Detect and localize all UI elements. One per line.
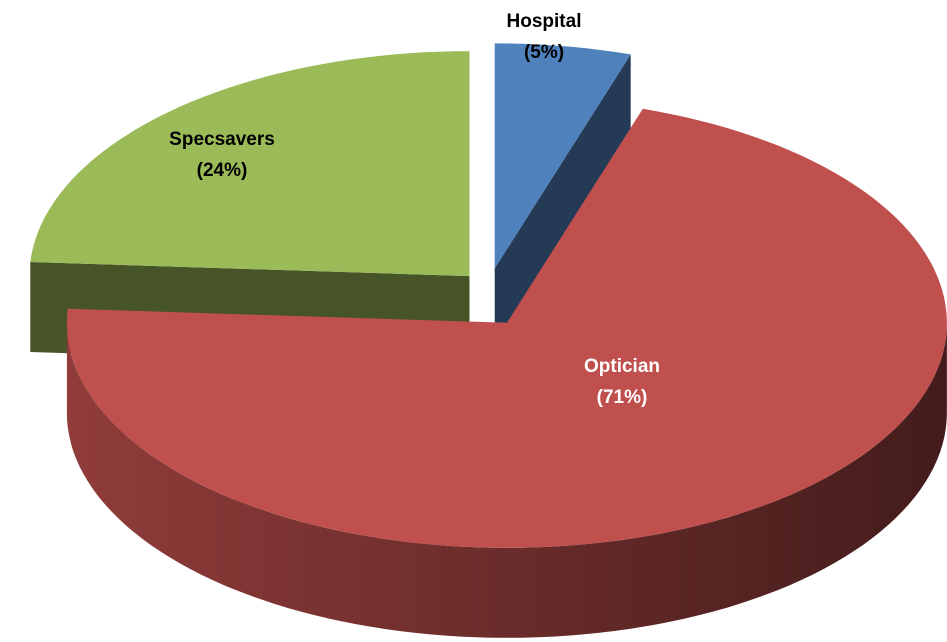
slice	[66, 108, 947, 548]
slice-value-label: (5%)	[524, 42, 564, 63]
slice-label: Optician	[584, 356, 660, 377]
slice-value-label: (24%)	[197, 160, 248, 181]
slice-label: Specsavers	[169, 129, 275, 150]
slice-label: Hospital	[507, 11, 582, 32]
slice-side	[66, 322, 947, 638]
slice-side	[494, 54, 631, 359]
slice	[30, 51, 470, 277]
slice-value-label: (71%)	[597, 387, 648, 408]
slice	[494, 43, 631, 269]
